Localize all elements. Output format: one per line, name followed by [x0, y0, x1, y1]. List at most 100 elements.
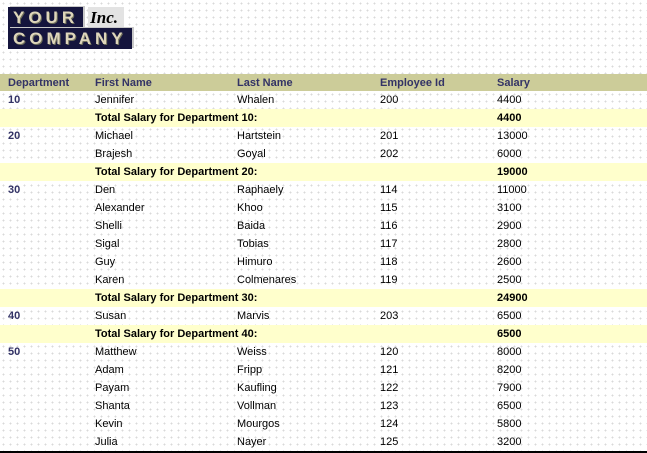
first-name-cell: Matthew — [95, 346, 137, 358]
last-name-cell: Nayer — [237, 436, 267, 448]
employee-row: Guy Himuro 118 2600 — [0, 253, 647, 271]
last-name-cell: Khoo — [237, 202, 263, 214]
salary-cell: 4400 — [497, 94, 522, 106]
total-salary-value: 24900 — [489, 289, 647, 307]
employee-id-cell: 117 — [380, 238, 398, 250]
salary-cell: 7900 — [497, 382, 522, 394]
total-row-spacer — [0, 289, 87, 307]
logo-company-text: COMPANY — [8, 28, 132, 49]
salary-cell: 3200 — [497, 436, 522, 448]
last-name-cell: Goyal — [237, 148, 266, 160]
salary-cell: 2900 — [497, 220, 522, 232]
first-name-cell: Jennifer — [95, 94, 135, 106]
salary-cell: 6500 — [497, 310, 522, 322]
department-cell — [0, 397, 87, 415]
employee-id-cell: 124 — [380, 418, 399, 430]
first-name-cell: Karen — [95, 274, 125, 286]
logo-line-1: YOUR Inc. — [8, 7, 132, 28]
salary-cell: 2500 — [497, 274, 522, 286]
first-name-cell: Brajesh — [95, 148, 133, 160]
employee-row: Karen Colmenares 119 2500 — [0, 271, 647, 289]
last-name-cell: Colmenares — [237, 274, 297, 286]
department-cell — [0, 415, 87, 433]
employee-row: Brajesh Goyal 202 6000 — [0, 145, 647, 163]
salary-cell: 6000 — [497, 148, 522, 160]
salary-cell: 5800 — [497, 418, 522, 430]
department-cell — [0, 271, 87, 289]
salary-cell: 3100 — [497, 202, 522, 214]
first-name-cell: Alexander — [95, 202, 145, 214]
first-name-cell: Sigal — [95, 238, 120, 250]
employee-id-cell: 201 — [380, 130, 399, 142]
last-name-cell: Fripp — [237, 364, 263, 376]
employee-id-cell: 203 — [380, 310, 399, 322]
department-cell: 40 — [8, 310, 21, 322]
logo-your-text: YOUR — [8, 7, 84, 28]
last-name-cell: Mourgos — [237, 418, 280, 430]
department-cell — [0, 253, 87, 271]
salary-cell: 8000 — [497, 346, 522, 358]
employee-row: 20 Michael Hartstein 201 13000 — [0, 127, 647, 145]
employee-id-cell: 202 — [380, 148, 399, 160]
table-header-row: Department First Name Last Name Employee Id… — [0, 74, 647, 91]
first-name-cell: Adam — [95, 364, 124, 376]
department-cell: 50 — [8, 346, 21, 358]
department-cell: 30 — [8, 184, 21, 196]
employee-row: Kevin Mourgos 124 5800 — [0, 415, 647, 433]
column-header-employee-id: Employee Id — [372, 74, 489, 91]
last-name-cell: Vollman — [237, 400, 277, 412]
last-name-cell: Marvis — [237, 310, 270, 322]
employee-row: Julia Nayer 125 3200 — [0, 433, 647, 451]
employee-id-cell: 120 — [380, 346, 399, 358]
total-salary-label: Total Salary for Department 20: — [87, 163, 489, 181]
logo-line-2: COMPANY — [8, 28, 132, 49]
employee-row: 40 Susan Marvis 203 6500 — [0, 307, 647, 325]
first-name-cell: Susan — [95, 310, 127, 322]
employee-row: Payam Kaufling 122 7900 — [0, 379, 647, 397]
company-logo: YOUR Inc. COMPANY — [8, 7, 132, 49]
department-cell: 20 — [8, 130, 21, 142]
column-header-last-name: Last Name — [229, 74, 372, 91]
total-row-spacer — [0, 109, 87, 127]
column-header-department: Department — [0, 74, 87, 91]
employee-id-cell: 119 — [380, 274, 398, 286]
employee-id-cell: 200 — [380, 94, 399, 106]
last-name-cell: Weiss — [237, 346, 267, 358]
employee-row: Sigal Tobias 117 2800 — [0, 235, 647, 253]
department-total-row: Total Salary for Department 30: 24900 — [0, 289, 647, 307]
employee-id-cell: 114 — [380, 184, 398, 196]
first-name-cell: Payam — [95, 382, 130, 394]
employee-row: 30 Den Raphaely 114 11000 — [0, 181, 647, 199]
last-name-cell: Raphaely — [237, 184, 284, 196]
employee-row: 10 Jennifer Whalen 200 4400 — [0, 91, 647, 109]
employee-id-cell: 122 — [380, 382, 399, 394]
department-cell — [0, 217, 87, 235]
total-salary-label: Total Salary for Department 10: — [87, 109, 489, 127]
total-row-spacer — [0, 325, 87, 343]
salary-cell: 13000 — [497, 130, 528, 142]
total-salary-value: 6500 — [489, 325, 647, 343]
logo-inc-text: Inc. — [88, 7, 124, 28]
employee-id-cell: 116 — [380, 220, 398, 232]
employee-id-cell: 121 — [380, 364, 399, 376]
total-salary-label: Total Salary for Department 30: — [87, 289, 489, 307]
department-cell — [0, 145, 87, 163]
department-cell — [0, 433, 87, 451]
last-name-cell: Whalen — [237, 94, 275, 106]
department-cell — [0, 361, 87, 379]
department-cell: 10 — [8, 94, 21, 106]
last-name-cell: Hartstein — [237, 130, 282, 142]
department-total-row: Total Salary for Department 40: 6500 — [0, 325, 647, 343]
first-name-cell: Guy — [95, 256, 116, 268]
total-salary-value: 19000 — [489, 163, 647, 181]
salary-cell: 8200 — [497, 364, 522, 376]
employee-id-cell: 115 — [380, 202, 398, 214]
employee-row: Adam Fripp 121 8200 — [0, 361, 647, 379]
employee-id-cell: 125 — [380, 436, 399, 448]
first-name-cell: Michael — [95, 130, 133, 142]
window-bottom-edge — [0, 451, 647, 453]
employee-row: Alexander Khoo 115 3100 — [0, 199, 647, 217]
last-name-cell: Himuro — [237, 256, 273, 268]
salary-report-table: Department First Name Last Name Employee Id… — [0, 74, 647, 451]
department-cell — [0, 235, 87, 253]
